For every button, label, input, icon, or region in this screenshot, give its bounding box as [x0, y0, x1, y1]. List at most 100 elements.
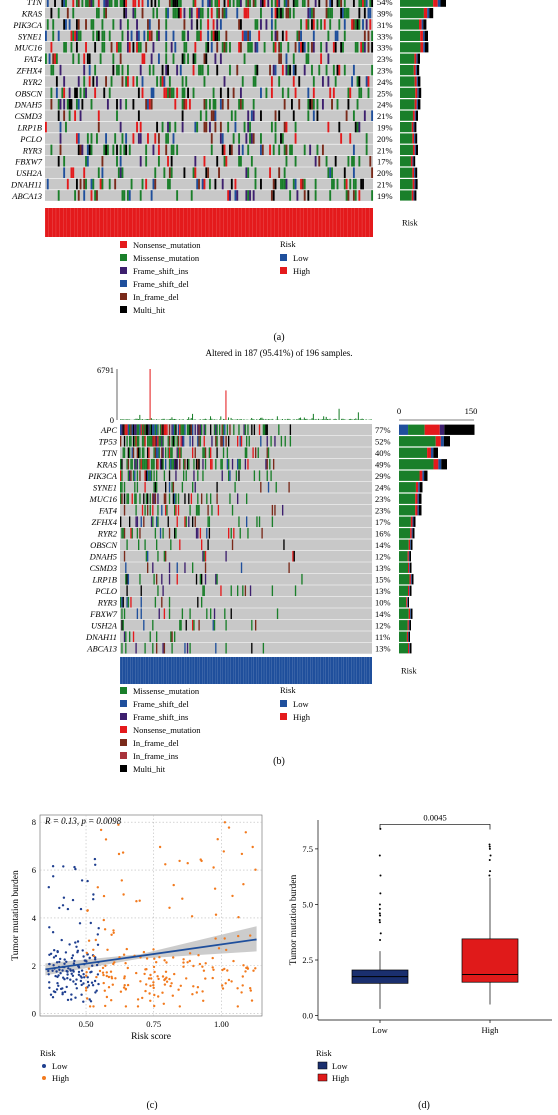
mutation-cell [96, 31, 98, 42]
mutation-cell [127, 31, 129, 42]
mutation-cell [182, 53, 184, 64]
mutation-cell [137, 528, 138, 539]
scatter-point-high [108, 976, 110, 978]
mutation-cell [231, 110, 233, 121]
risk-track-label: Risk [402, 218, 418, 228]
mutation-cell [149, 65, 151, 76]
mutation-cell [211, 0, 213, 7]
tmb-bar [285, 419, 286, 420]
mutation-cell [165, 424, 166, 435]
mutation-cell [162, 65, 164, 76]
risk-track-label: Risk [401, 666, 417, 676]
scatter-point-high [249, 934, 251, 936]
box-outlier [488, 875, 490, 877]
mutation-cell [154, 167, 156, 178]
mutation-cell [91, 99, 93, 110]
mutation-cell [152, 424, 153, 435]
gene-bar-segment [400, 76, 415, 86]
scatter-point-high [203, 970, 205, 972]
mutation-cell [171, 88, 173, 99]
scatter-point-high [191, 915, 193, 917]
scatter-point-high [120, 991, 122, 993]
mutation-cell [224, 42, 226, 53]
scatter-point-high [137, 1005, 139, 1007]
tmb-bar [225, 390, 226, 420]
mutation-cell [251, 110, 253, 121]
gene-bar-segment [400, 0, 433, 7]
mutation-cell [60, 145, 62, 156]
mutation-cell [142, 424, 143, 435]
tmb-bar [137, 419, 138, 420]
tmb-bar [276, 419, 277, 420]
mutation-cell [71, 167, 73, 178]
mutation-cell [156, 459, 157, 470]
mutation-cell [207, 8, 209, 19]
gene-bar-segment [416, 482, 418, 492]
mutation-cell [214, 99, 216, 110]
mutation-cell [241, 436, 242, 447]
tmb-bar [268, 419, 269, 420]
mutation-cell [60, 122, 62, 133]
mutation-cell [371, 167, 373, 178]
mutation-cell [284, 99, 286, 110]
scatter-point-high [85, 975, 87, 977]
mutation-cell [251, 42, 253, 53]
box-outlier [489, 859, 491, 861]
mutation-cell [240, 88, 242, 99]
scatter-point-high [88, 968, 90, 970]
mutation-cell [357, 99, 359, 110]
mutation-cell [112, 145, 114, 156]
mutation-cell [344, 65, 346, 76]
mutation-cell [155, 493, 156, 504]
mutation-cell [80, 31, 82, 42]
tmb-bar [327, 419, 328, 420]
scatter-point-high [212, 969, 214, 971]
mutation-cell [50, 42, 52, 53]
gene-bar-segment [399, 586, 408, 596]
scatter-point-low [94, 858, 96, 860]
mutation-cell [120, 19, 122, 30]
mutation-cell [187, 643, 188, 654]
mutation-cell [201, 493, 202, 504]
percent-label: 54% [377, 0, 393, 7]
scatter-point-low [92, 984, 94, 986]
mutation-cell [311, 99, 313, 110]
mutation-cell [315, 0, 317, 7]
scatter-point-low [78, 966, 80, 968]
mutation-cell [280, 8, 282, 19]
mutation-cell [289, 8, 291, 19]
mutation-cell [98, 122, 100, 133]
mutation-cell [123, 0, 125, 7]
mutation-cell [204, 447, 205, 458]
scatter-point-low [97, 944, 99, 946]
mutation-cell [260, 133, 262, 144]
mutation-cell [169, 493, 170, 504]
gene-bar-segment [399, 425, 408, 435]
mutation-cell [156, 631, 157, 642]
scatter-point-high [228, 979, 230, 981]
mutation-cell [156, 424, 157, 435]
mutation-cell [220, 19, 222, 30]
tmb-bar [148, 419, 149, 420]
scatter-point-low [63, 897, 65, 899]
mutation-cell [171, 42, 173, 53]
mutation-cell [225, 42, 227, 53]
mutation-cell [134, 8, 136, 19]
percent-label: 25% [377, 88, 393, 98]
mutation-cell [342, 42, 344, 53]
mutation-cell [189, 99, 191, 110]
mutation-cell [159, 608, 160, 619]
percent-label: 24% [377, 100, 393, 110]
mutation-cell [92, 179, 94, 190]
gene-bar-segment [415, 145, 416, 155]
mutation-cell [165, 447, 166, 458]
mutation-cell [220, 99, 222, 110]
mutation-cell [183, 88, 185, 99]
scatter-point-low [92, 898, 94, 900]
box-high [462, 939, 518, 982]
mutation-cell [175, 528, 176, 539]
mutation-cell [180, 8, 182, 19]
scatter-point-high [104, 1005, 106, 1007]
mutation-cell [174, 631, 175, 642]
